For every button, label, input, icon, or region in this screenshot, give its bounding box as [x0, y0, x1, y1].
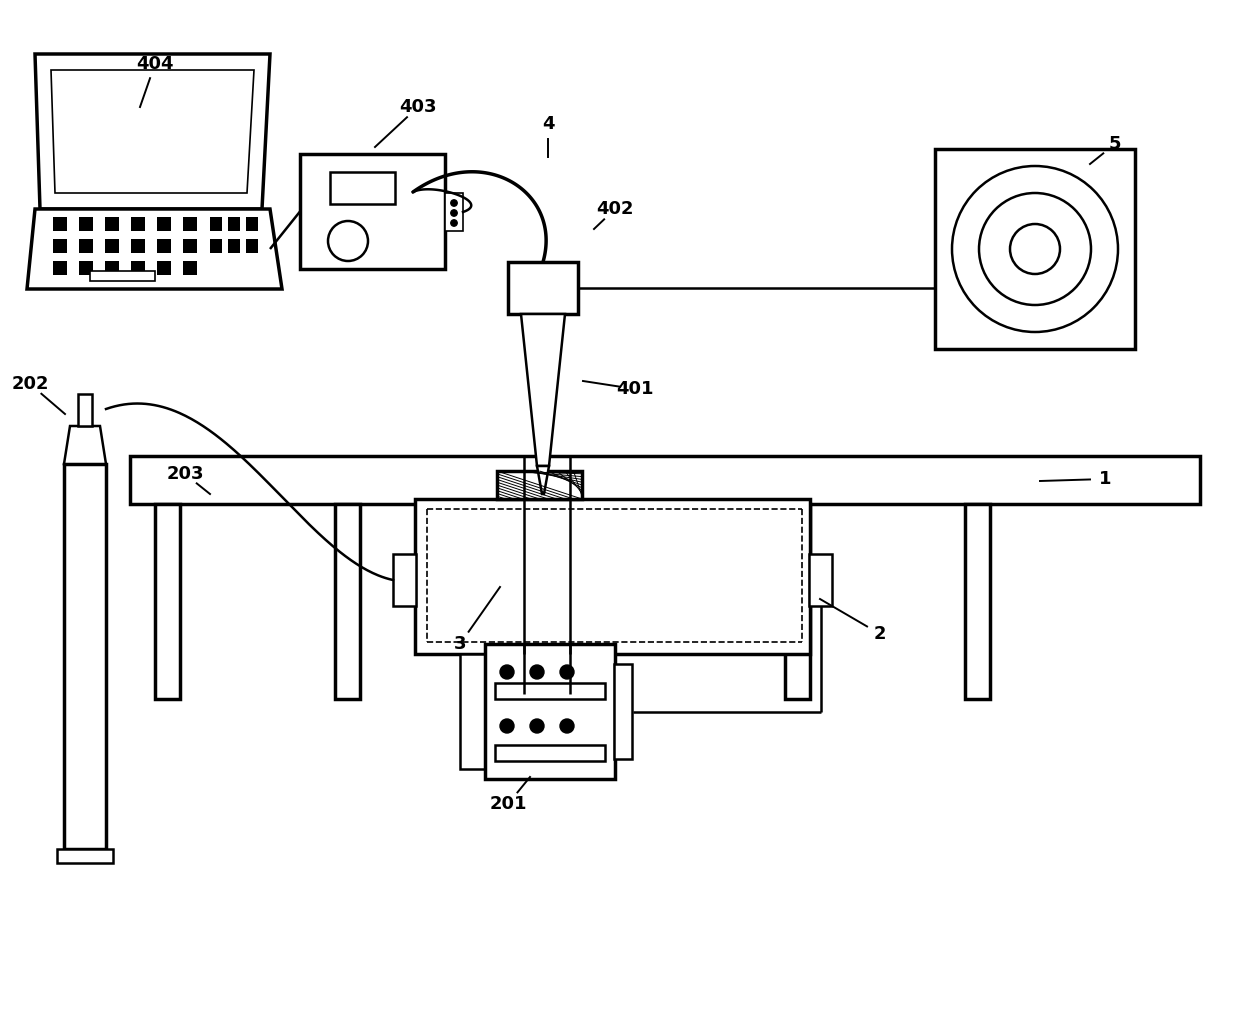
Bar [246, 239, 258, 253]
Bar [53, 217, 67, 231]
Circle shape [980, 193, 1091, 305]
Bar [157, 261, 171, 275]
Bar [445, 193, 463, 231]
Circle shape [500, 665, 515, 679]
Circle shape [329, 221, 368, 261]
Bar [79, 261, 93, 275]
Bar [78, 394, 92, 426]
Circle shape [1011, 224, 1060, 274]
Bar [460, 654, 486, 769]
Text: 1: 1 [1099, 470, 1111, 488]
Bar [131, 261, 145, 275]
Text: 5: 5 [1109, 135, 1121, 153]
Polygon shape [35, 54, 270, 209]
Text: 403: 403 [399, 98, 436, 116]
Bar [228, 217, 241, 231]
Bar [300, 154, 445, 269]
Bar [415, 499, 810, 654]
Bar [157, 239, 171, 253]
Bar [184, 261, 197, 275]
Bar [808, 554, 832, 606]
Bar [105, 217, 119, 231]
Bar [210, 239, 222, 253]
Circle shape [451, 200, 458, 206]
Bar [91, 271, 155, 281]
Text: 402: 402 [596, 200, 634, 218]
Bar [495, 745, 605, 761]
Bar [935, 149, 1135, 348]
Circle shape [952, 166, 1118, 332]
Polygon shape [521, 314, 565, 466]
Bar [246, 217, 258, 231]
Bar [330, 172, 396, 204]
Circle shape [529, 665, 544, 679]
Polygon shape [64, 426, 105, 464]
Bar [210, 217, 222, 231]
Polygon shape [27, 209, 281, 289]
Bar [53, 261, 67, 275]
Bar [157, 217, 171, 231]
Bar [64, 464, 105, 849]
Bar [79, 217, 93, 231]
Bar [785, 504, 810, 699]
Polygon shape [537, 466, 549, 494]
Text: 202: 202 [11, 375, 48, 393]
Bar [105, 261, 119, 275]
Bar [184, 239, 197, 253]
Text: 4: 4 [542, 115, 554, 133]
Circle shape [560, 665, 574, 679]
Bar [497, 471, 582, 499]
Text: 401: 401 [616, 380, 653, 398]
Bar [130, 455, 1200, 504]
Circle shape [500, 719, 515, 733]
Bar [57, 849, 113, 863]
Circle shape [451, 210, 458, 216]
Bar [228, 239, 241, 253]
Bar [131, 239, 145, 253]
Bar [614, 664, 632, 759]
Bar [965, 504, 990, 699]
Bar [79, 239, 93, 253]
Text: 201: 201 [490, 795, 527, 813]
Bar [184, 217, 197, 231]
Text: 3: 3 [454, 635, 466, 653]
Bar [335, 504, 360, 699]
Text: 203: 203 [166, 465, 203, 483]
Bar [105, 239, 119, 253]
Text: 404: 404 [136, 55, 174, 73]
Bar [485, 644, 615, 779]
Bar [53, 239, 67, 253]
Bar [508, 262, 578, 314]
Polygon shape [51, 70, 254, 193]
Circle shape [451, 220, 458, 226]
Bar [131, 217, 145, 231]
Circle shape [529, 719, 544, 733]
Bar [393, 554, 415, 606]
Text: 2: 2 [874, 625, 887, 643]
Circle shape [560, 719, 574, 733]
Bar [155, 504, 180, 699]
Bar [495, 683, 605, 699]
